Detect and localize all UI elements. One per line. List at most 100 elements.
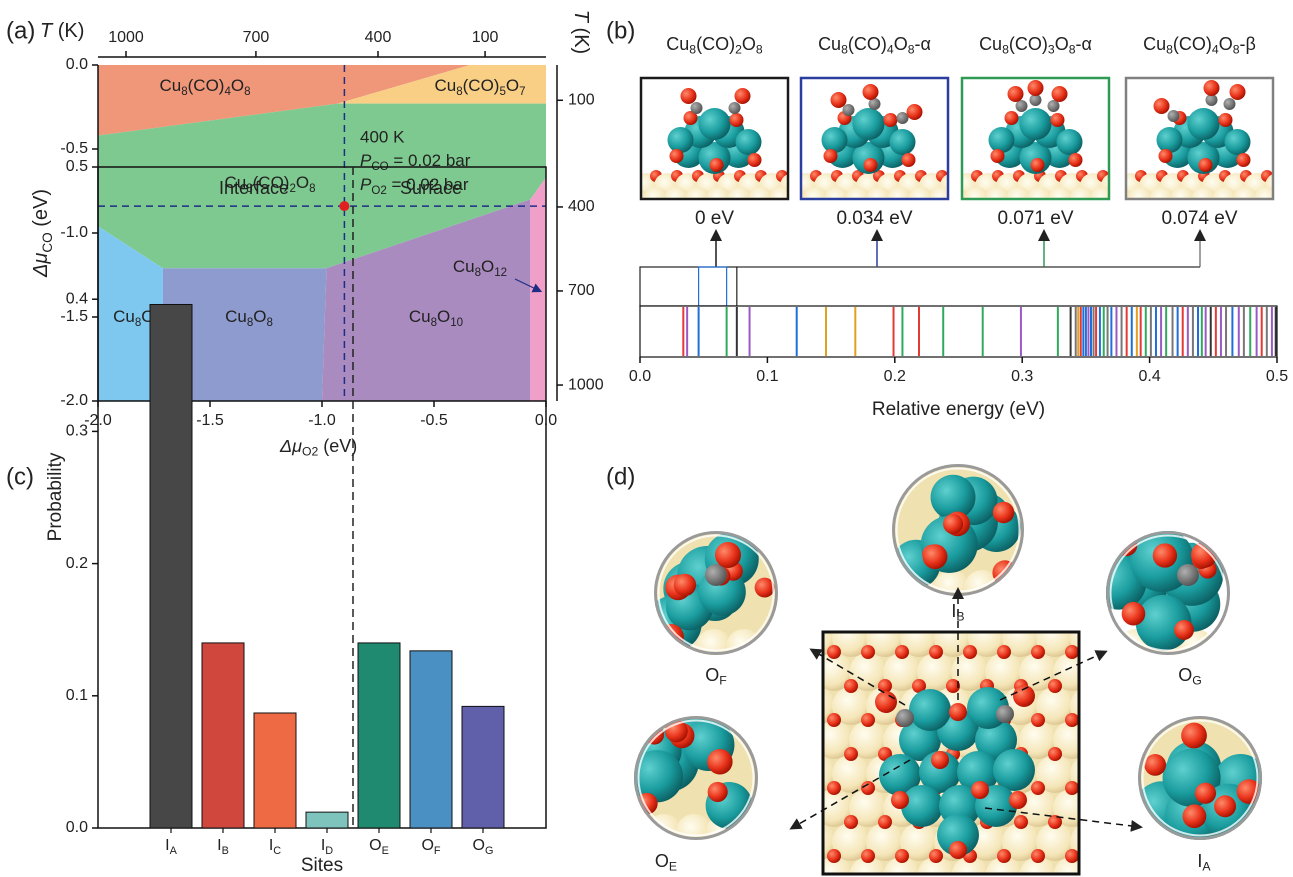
atom (681, 88, 697, 104)
atom (674, 574, 696, 596)
atom (931, 751, 949, 769)
text-run: Cu (434, 76, 456, 95)
atom (1087, 857, 1125, 877)
energy-label: 0 eV (695, 208, 734, 229)
atom (1153, 543, 1177, 567)
y-tick-label: -2.0 (60, 392, 88, 409)
x-tick-label: OF (421, 837, 440, 856)
atom (1157, 127, 1183, 153)
atom (1031, 781, 1045, 795)
subscript: 10 (450, 317, 463, 329)
bar (254, 713, 296, 828)
atom (991, 149, 1005, 163)
panel-label: (a) (6, 17, 35, 44)
structure-image (772, 77, 976, 213)
phase-region (530, 178, 546, 401)
site-label: OF (705, 665, 727, 688)
x-tick-label: OG (473, 837, 494, 856)
atom (1069, 153, 1083, 167)
atom (616, 814, 652, 850)
text-run: O (506, 76, 519, 95)
atom (827, 781, 841, 795)
axis-label: T (K) (40, 20, 84, 42)
atom (824, 149, 838, 163)
atom (1122, 602, 1146, 626)
atom (1188, 108, 1220, 140)
atom (715, 542, 741, 568)
text-run: Cu (818, 34, 841, 54)
atom (901, 785, 943, 827)
atom (1048, 100, 1060, 112)
atom (827, 713, 841, 727)
atom (1052, 86, 1068, 102)
atom (1005, 111, 1019, 125)
atom (993, 502, 1015, 524)
y2-tick-label: 100 (568, 91, 595, 108)
bar (202, 643, 244, 828)
atom (668, 127, 694, 153)
atom (1199, 158, 1213, 172)
atom (1225, 129, 1251, 155)
atom (1144, 754, 1166, 776)
atom (789, 170, 801, 182)
unit: (K) (570, 22, 592, 54)
text-run: (CO) (696, 34, 735, 54)
atom (1020, 108, 1052, 140)
atom (1177, 564, 1199, 586)
atom (827, 645, 841, 659)
subscript: 7 (519, 86, 525, 98)
atom (1099, 713, 1113, 727)
atom (1204, 80, 1220, 96)
unit: (eV) (318, 436, 357, 456)
text-run: Cu (409, 307, 431, 326)
structure-label: Cu8(CO)4O8-α (818, 34, 931, 57)
atom (1014, 815, 1028, 829)
y-tick-label: -0.5 (60, 140, 88, 157)
atom (884, 113, 898, 127)
atom (1048, 679, 1062, 693)
subscript: B (956, 610, 964, 624)
atom (989, 127, 1015, 153)
text-run: -α (915, 34, 931, 54)
atom (1065, 849, 1079, 863)
y-tick-label: 0.2 (66, 555, 88, 572)
x-axis-title: Sites (301, 855, 343, 876)
atom (1088, 629, 1124, 665)
text-run: O (296, 173, 309, 192)
structure-label: Cu8(CO)2O8 (666, 34, 763, 57)
symbol: Δμ (30, 253, 52, 278)
atom (907, 104, 923, 120)
subscript: F (434, 845, 441, 857)
x-tick-label: 0.1 (756, 368, 778, 385)
unit: (K) (52, 20, 84, 42)
atom (896, 709, 914, 727)
atom (843, 104, 855, 116)
text-run: O (369, 837, 381, 854)
subscript: E (669, 860, 677, 874)
x-tick-label: ID (321, 837, 333, 856)
y2-tick-label: 1000 (568, 376, 604, 393)
atom (861, 713, 875, 727)
subscript: G (1192, 674, 1202, 688)
group-label: Surface (400, 178, 462, 198)
x-tick-label: -0.5 (420, 412, 448, 429)
atom (1120, 814, 1156, 850)
text-run: Cu (666, 34, 689, 54)
text-run: Cu (113, 307, 135, 326)
text-run: O (437, 307, 450, 326)
x2-tick-label: 400 (365, 29, 392, 46)
atom (997, 849, 1011, 863)
bar (306, 812, 348, 828)
atom (844, 815, 858, 829)
atom (878, 815, 892, 829)
atom (708, 782, 728, 802)
atom (822, 127, 848, 153)
subscript: O2 (302, 445, 319, 459)
atom (1099, 781, 1113, 795)
text-run: (CO) (463, 76, 500, 95)
atom (861, 849, 875, 863)
x-tick-label: -1.5 (196, 412, 224, 429)
panel-label: (c) (6, 463, 34, 490)
y-tick-label: 0.0 (66, 56, 88, 73)
structure-label: Cu8(CO)3O8-α (979, 34, 1092, 57)
